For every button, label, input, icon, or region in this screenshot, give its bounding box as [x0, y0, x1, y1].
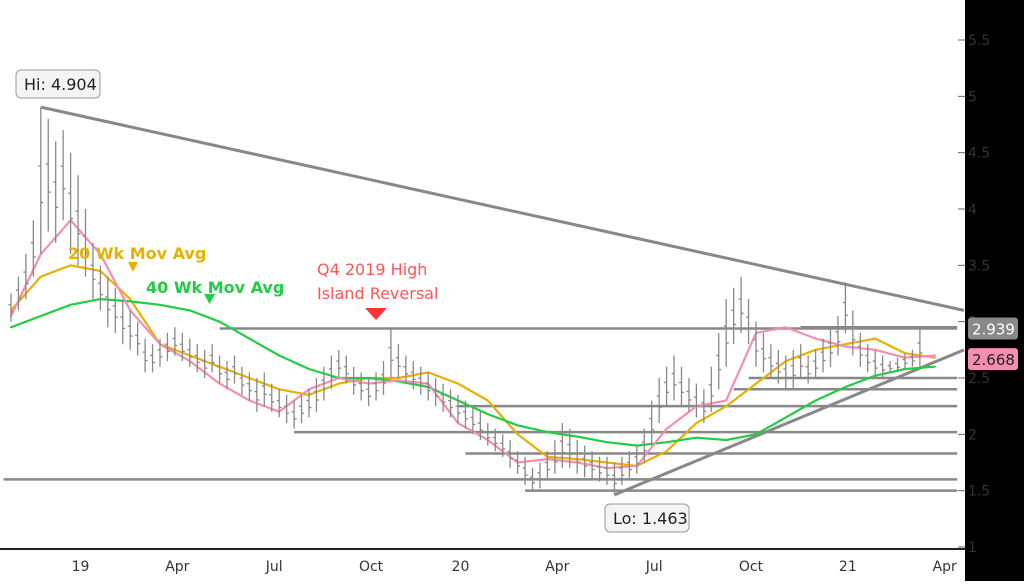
y-tick-label: 4.5: [968, 146, 990, 162]
reversal-label-line2: Island Reversal: [317, 284, 438, 303]
ma20-arrow-icon: [128, 262, 138, 272]
y-tick-label: 5.5: [968, 33, 990, 49]
x-tick-label: Apr: [165, 559, 189, 575]
hi-label-box: [15, 69, 101, 99]
hi-label: Hi: 4.904: [24, 75, 97, 94]
y-tick-label: 3.5: [968, 258, 990, 274]
y-tick-label: 2.5: [968, 371, 990, 387]
price-label-box: [968, 348, 1018, 371]
reversal-marker-icon: [365, 308, 387, 320]
x-tick-label: 19: [72, 559, 90, 575]
x-tick-label: Apr: [545, 559, 569, 575]
reversal-label-line1: Q4 2019 High: [317, 260, 427, 279]
x-tick-label: Jul: [265, 559, 283, 575]
price-label-box: [968, 317, 1018, 340]
x-tick-label: 21: [839, 559, 857, 575]
y-tick-label: 1: [968, 540, 977, 556]
ma40-arrow-icon: [204, 294, 215, 304]
lo-label: Lo: 1.463: [613, 509, 688, 528]
time-axis-border: [0, 548, 965, 550]
trend-line: [40, 105, 965, 312]
y-tick-label: 4: [968, 202, 977, 218]
price-label: 2.939: [972, 321, 1015, 339]
x-tick-label: Oct: [359, 559, 384, 575]
y-tick-label: 1.5: [968, 484, 990, 500]
y-tick-label: 5: [968, 89, 977, 105]
ma20-label: 20 Wk Mov Avg: [68, 244, 206, 263]
x-tick-label: Apr: [933, 559, 957, 575]
y-tick-label: 2: [968, 427, 977, 443]
x-tick-label: Jul: [645, 559, 663, 575]
price-label: 2.668: [972, 351, 1015, 369]
trend-line: [613, 348, 965, 497]
ma40-label: 40 Wk Mov Avg: [146, 278, 284, 297]
x-tick-label: Oct: [739, 559, 764, 575]
lo-label-box: [604, 503, 690, 533]
x-tick-label: 20: [452, 559, 470, 575]
price-axis-panel: [965, 0, 1024, 581]
